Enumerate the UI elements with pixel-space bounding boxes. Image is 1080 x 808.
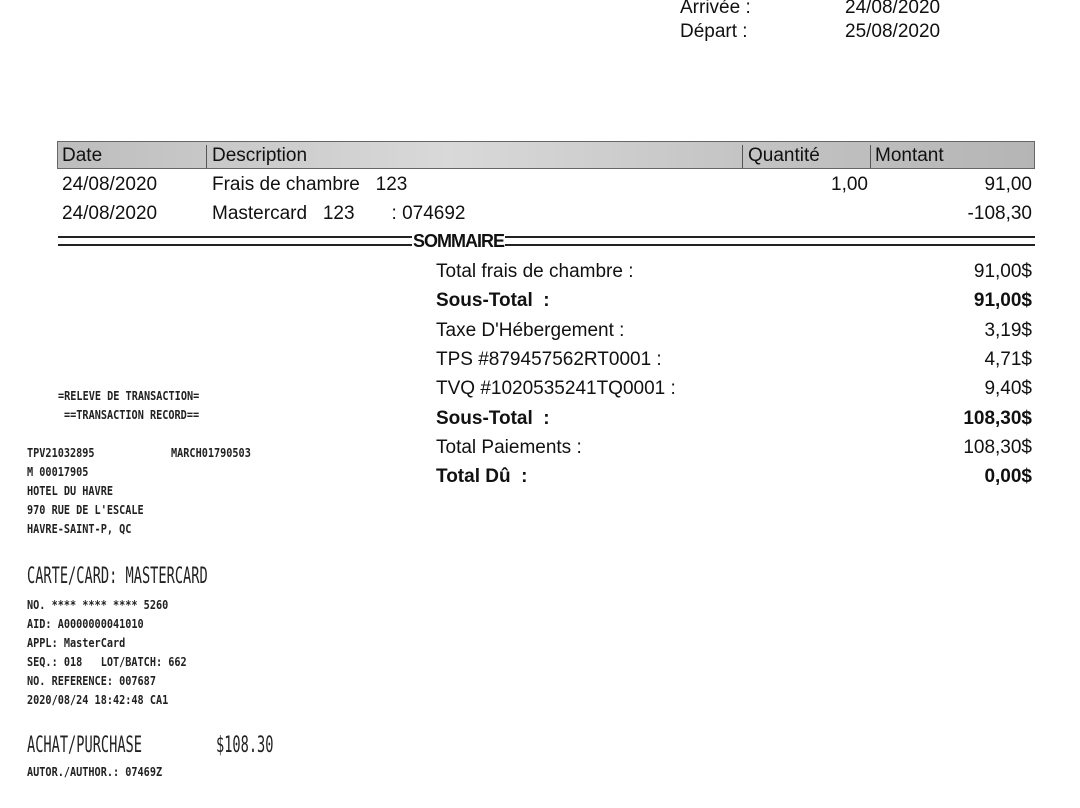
departure-date: 25/08/2020 [845,21,941,42]
arrival-label: Arrivée : [680,0,751,18]
terminal-id: TPV21032895 [27,446,95,460]
summary-label: Total Dû : [436,466,528,488]
row-amount: -108,30 [967,203,1032,224]
arrival-date: 24/08/2020 [845,0,941,18]
m-id: M 00017905 [27,465,89,479]
row-description: Mastercard 123 : 074692 [212,203,466,224]
receipt-line: NO. REFERENCE: 007687 [27,674,156,688]
receipt-line: 2020/08/24 18:42:48 CA1 [27,693,169,707]
row-quantity: 1,00 [831,174,868,195]
row-description: Frais de chambre 123 [212,174,408,195]
summary-value: 0,00$ [984,466,1032,488]
hotel-address: 970 RUE DE L'ESCALE [27,503,144,517]
summary-value: 91,00$ [973,290,1032,312]
row-date: 24/08/2020 [62,174,158,195]
departure-label: Départ : [680,21,748,42]
receipt-title-fr: =RELEVE DE TRANSACTION= [58,389,200,403]
summary-label: Sous-Total : [436,290,550,312]
summary-label: Total frais de chambre : [436,261,634,282]
header-date: Date [62,145,103,166]
card-type: CARTE/CARD: MASTERCARD [27,564,208,589]
table-header: Date Description Quantité Montant [57,141,1035,169]
summary-title: SOMMAIRE [412,231,505,252]
summary-label: Total Paiements : [436,436,582,458]
summary-value: 108,30$ [963,407,1032,429]
receipt-line: APPL: MasterCard [27,636,126,650]
summary-value: 3,19$ [984,319,1032,341]
summary-label: Sous-Total : [436,407,550,429]
receipt-line: AID: A0000000041010 [27,617,144,631]
summary-value: 9,40$ [984,378,1032,400]
summary-label: Taxe D'Hébergement : [436,319,625,341]
authorization-code: AUTOR./AUTHOR.: 07469Z [27,765,163,779]
receipt-line: SEQ.: 018 LOT/BATCH: 662 [27,655,187,669]
receipt-line: NO. **** **** **** 5260 [27,598,169,612]
row-date: 24/08/2020 [62,203,158,224]
hotel-city: HAVRE-SAINT-P, QC [27,522,132,536]
receipt-title-en: ==TRANSACTION RECORD== [64,408,200,422]
header-quantity: Quantité [748,145,820,166]
summary-value: 108,30$ [963,436,1032,458]
purchase-label: ACHAT/PURCHASE [27,733,142,758]
row-amount: 91,00 [984,174,1032,195]
summary-value: 4,71$ [984,348,1032,370]
header-description: Description [212,145,308,166]
header-amount: Montant [875,145,944,166]
hotel-name: HOTEL DU HAVRE [27,484,113,498]
merchant-id: MARCH01790503 [171,446,251,460]
summary-label: TVQ #1020535241TQ0001 : [436,378,676,400]
summary-divider [58,236,1035,246]
summary-label: TPS #879457562RT0001 : [436,348,662,370]
summary-value: 91,00$ [973,261,1032,282]
purchase-amount: $108.30 [216,733,274,758]
